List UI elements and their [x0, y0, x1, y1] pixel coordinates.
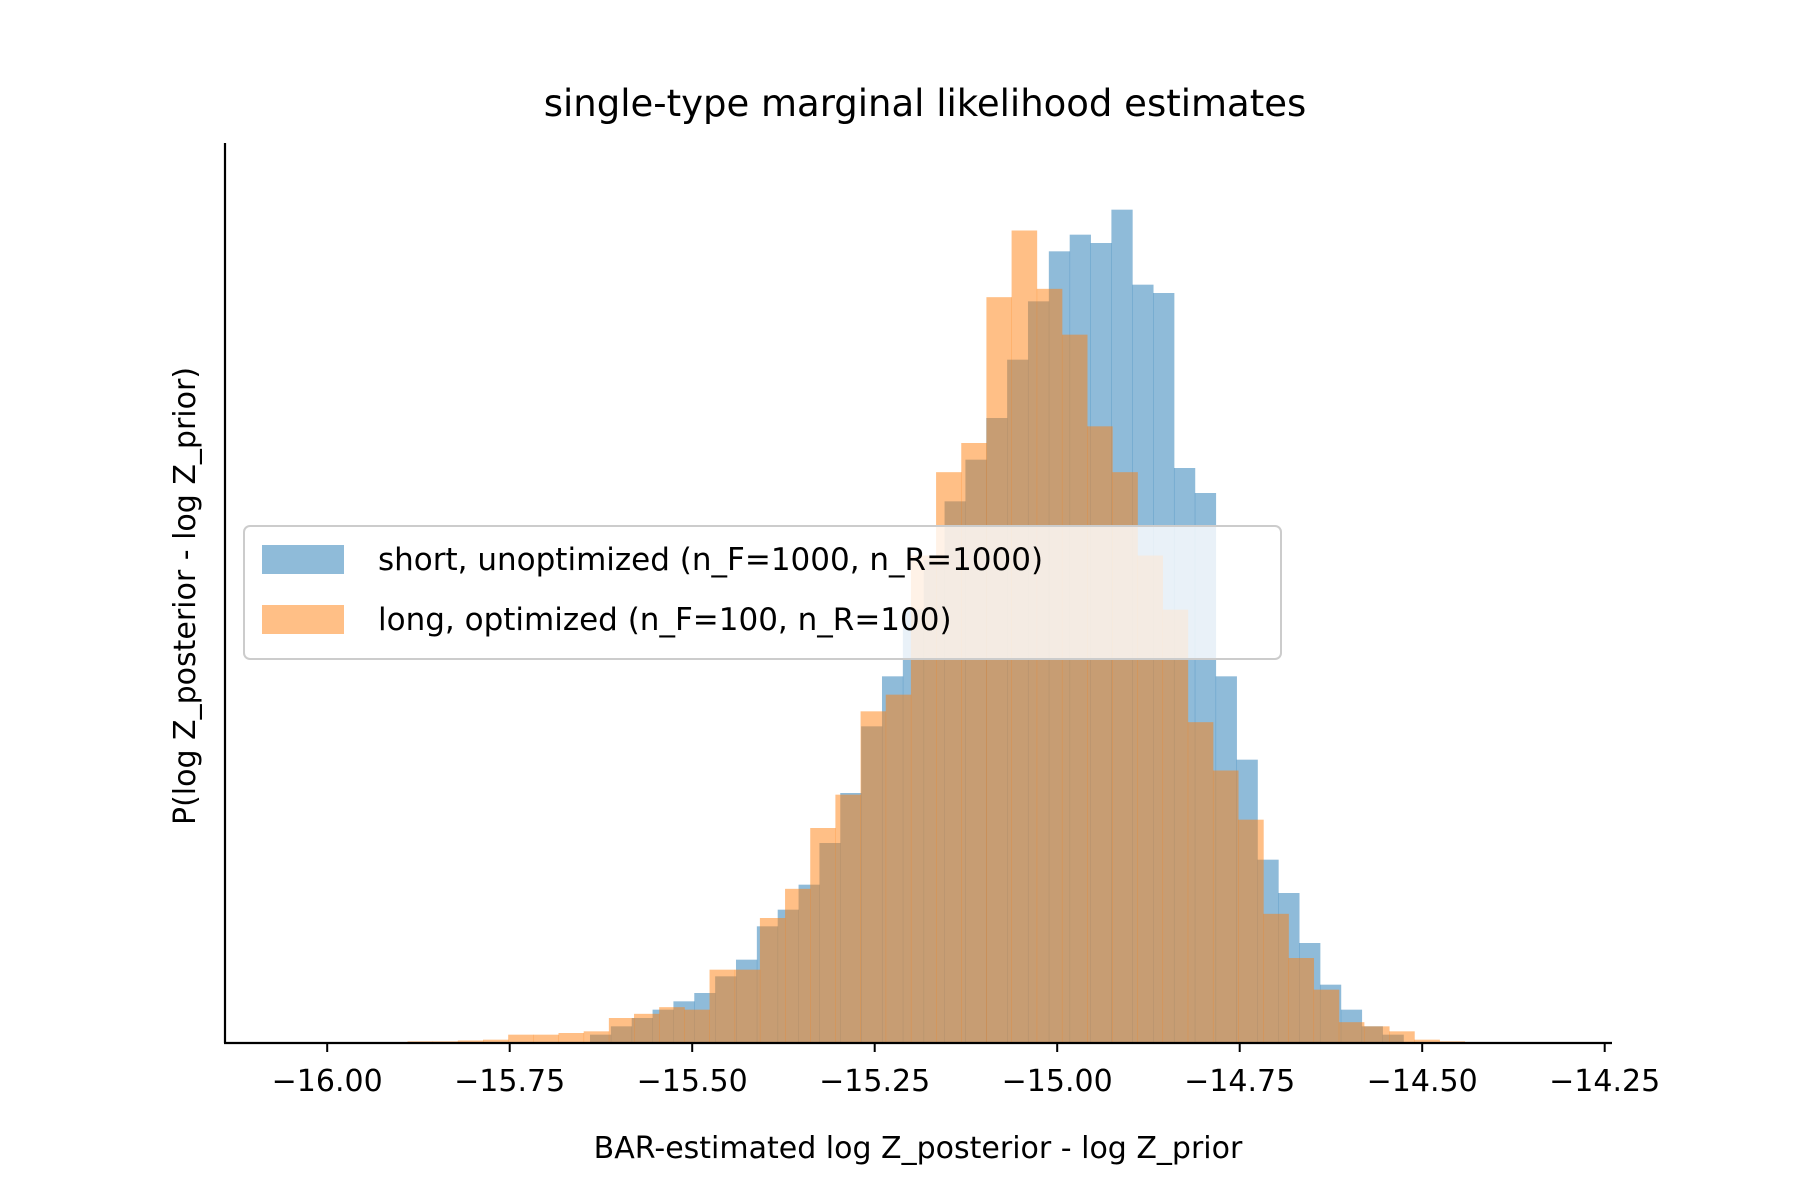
histogram-bar — [583, 1031, 610, 1043]
histogram-bar — [608, 1018, 635, 1043]
histogram-bar — [1288, 958, 1315, 1043]
histogram-bar — [1238, 819, 1264, 1043]
histogram-bar — [1212, 770, 1239, 1043]
histogram-bar — [558, 1033, 585, 1043]
legend-frame — [243, 525, 1282, 660]
histogram-bar — [684, 1009, 710, 1043]
legend-label-short-unoptimized: short, unoptimized (n_F=1000, n_R=1000) — [378, 542, 1043, 578]
histogram-bar — [634, 1013, 660, 1043]
histogram-bar — [1263, 913, 1289, 1043]
histogram-bar — [508, 1034, 534, 1043]
histogram-bar — [709, 969, 736, 1043]
x-tick-label: −15.25 — [819, 1064, 930, 1099]
x-axis-ticks: −16.00 −15.75 −15.50 −15.25 −15.00 −14.75 −14.… — [272, 1043, 1660, 1099]
histogram-bar — [1313, 989, 1340, 1043]
histogram-bar — [1389, 1031, 1415, 1043]
x-tick-label: −16.00 — [272, 1064, 383, 1099]
histogram-bar — [734, 969, 761, 1043]
legend-swatch-long-optimized — [262, 605, 344, 634]
x-tick-label: −14.25 — [1549, 1064, 1660, 1099]
histogram-bar — [1087, 426, 1113, 1044]
histogram-bar — [1414, 1039, 1440, 1043]
histogram-bar — [810, 828, 836, 1043]
histogram-bar — [885, 694, 912, 1043]
y-axis-label: P(log Z_posterior - log Z_prior) — [168, 367, 203, 825]
histogram-bar — [759, 918, 786, 1043]
legend-swatch-short-unoptimized — [262, 545, 344, 574]
histogram-bar — [659, 1007, 685, 1043]
x-tick-label: −15.00 — [1002, 1064, 1113, 1099]
histogram-bar — [1162, 609, 1189, 1043]
histogram-bar — [1036, 288, 1063, 1044]
histogram-bar — [1363, 1026, 1390, 1043]
histogram-bar — [860, 711, 887, 1043]
histogram-bar — [785, 888, 811, 1043]
x-tick-label: −15.75 — [454, 1064, 565, 1099]
legend-label-long-optimized: long, optimized (n_F=100, n_R=100) — [378, 602, 952, 638]
histogram-bar — [835, 794, 861, 1043]
x-tick-label: −14.75 — [1184, 1064, 1295, 1099]
histogram-bar — [986, 297, 1012, 1043]
chart-title: single-type marginal likelihood estimate… — [544, 82, 1307, 125]
histogram-bar — [1061, 334, 1088, 1043]
histogram-bar — [1187, 722, 1214, 1043]
x-tick-label: −15.50 — [637, 1064, 748, 1099]
histogram-bar — [457, 1040, 484, 1043]
x-axis-label: BAR-estimated log Z_posterior - log Z_pr… — [594, 1131, 1243, 1166]
x-tick-label: −14.50 — [1367, 1064, 1478, 1099]
histogram-bar — [533, 1034, 559, 1043]
legend: short, unoptimized (n_F=1000, n_R=1000) … — [243, 525, 1282, 660]
histogram-bar — [483, 1039, 509, 1043]
histogram-bar — [1338, 1022, 1365, 1043]
